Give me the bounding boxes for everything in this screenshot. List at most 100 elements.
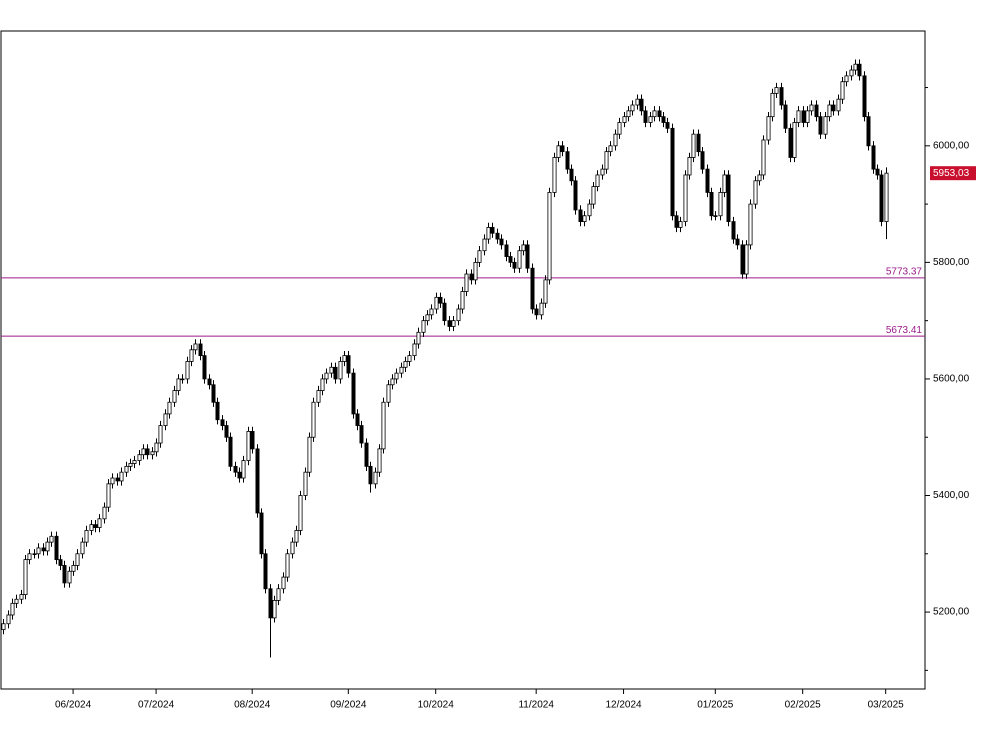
candle-body	[215, 401, 220, 421]
candle-body	[137, 454, 142, 461]
candle-body	[569, 168, 574, 182]
candle-body	[45, 541, 50, 552]
candle-body	[320, 378, 325, 391]
candle-body	[652, 110, 657, 118]
candle-body	[884, 172, 889, 222]
candle-body	[748, 203, 753, 246]
candle-body	[814, 104, 819, 118]
candle-body	[552, 157, 557, 193]
candle-body	[801, 110, 806, 123]
candle-body	[831, 104, 836, 112]
candle-body	[447, 320, 452, 327]
candle-body	[407, 355, 412, 362]
candle-body	[6, 614, 11, 625]
y-tick-label: 5200,00	[933, 607, 970, 618]
candle-body	[482, 238, 487, 252]
x-tick-label: 12/2024	[605, 700, 642, 711]
x-tick-label: 01/2025	[697, 700, 734, 711]
candle-body	[740, 244, 745, 275]
candle-body	[425, 314, 430, 322]
candle-body	[556, 145, 561, 158]
candle-body	[359, 425, 364, 444]
candle-body	[246, 430, 251, 461]
candle-body	[386, 384, 391, 403]
candle-body	[582, 215, 587, 222]
candle-body	[836, 98, 841, 112]
candle-body	[587, 203, 592, 217]
candle-body	[403, 361, 408, 368]
candle-body	[89, 524, 94, 531]
candle-body	[499, 238, 504, 246]
x-tick-label: 08/2024	[234, 700, 271, 711]
candle-body	[639, 98, 644, 112]
candle-body	[128, 463, 133, 467]
candle-body	[355, 413, 360, 426]
candle-body	[539, 302, 544, 316]
candle-body	[32, 553, 37, 555]
candle-body	[796, 110, 801, 123]
candle-body	[626, 110, 631, 118]
y-tick-label: 6000,00	[933, 140, 970, 151]
last-price-box	[930, 166, 976, 181]
candle-body	[54, 535, 59, 561]
candle-body	[364, 442, 369, 467]
candle-body	[241, 460, 246, 479]
candle-body	[285, 553, 290, 578]
candle-body	[298, 495, 303, 531]
candle-body	[119, 471, 124, 482]
candle-body	[862, 75, 867, 118]
candle-body	[75, 553, 80, 566]
candle-body	[141, 448, 146, 456]
candle-body	[818, 116, 823, 135]
candle-body	[14, 598, 19, 604]
candle-body	[761, 139, 766, 176]
candle-body	[705, 168, 710, 193]
last-price-label: 5953,03	[933, 168, 970, 179]
candle-body	[329, 366, 334, 374]
candle-body	[36, 547, 41, 555]
candle-body	[718, 192, 723, 217]
candle-body	[250, 430, 255, 450]
candle-body	[486, 227, 491, 240]
candle-body	[512, 261, 517, 269]
candle-body	[823, 116, 828, 135]
candle-body	[167, 401, 172, 415]
candle-body	[508, 256, 513, 263]
candle-body	[670, 127, 675, 217]
candle-body	[41, 547, 46, 552]
candle-body	[158, 425, 163, 444]
candle-body	[687, 157, 692, 176]
candle-body	[10, 602, 15, 616]
candle-body	[163, 413, 168, 426]
candle-body	[700, 151, 705, 170]
candle-body	[622, 116, 627, 123]
candle-body	[71, 565, 76, 572]
candle-body	[115, 477, 120, 482]
candle-body	[276, 588, 281, 601]
candle-body	[228, 436, 233, 467]
candle-body	[272, 600, 277, 619]
candle-body	[753, 180, 758, 205]
candle-body	[110, 477, 115, 485]
candle-body	[381, 401, 386, 450]
candle-body	[84, 530, 89, 543]
x-tick-label: 02/2025	[785, 700, 822, 711]
candle-body	[477, 250, 482, 263]
candle-body	[93, 524, 98, 528]
candle-body	[608, 145, 613, 153]
y-tick-label: 5600,00	[933, 374, 970, 385]
level-label: 5673.41	[886, 325, 923, 336]
candle-body	[150, 451, 155, 456]
candle-body	[875, 168, 880, 176]
candle-body	[464, 273, 469, 292]
candle-body	[237, 471, 242, 479]
candle-body	[504, 244, 509, 257]
candle-body	[744, 244, 749, 275]
candle-body	[648, 116, 653, 123]
candle-body	[377, 448, 382, 473]
x-tick-label: 03/2025	[868, 700, 905, 711]
candle-body	[390, 378, 395, 386]
candle-body	[268, 588, 273, 619]
candle-body	[434, 296, 439, 310]
